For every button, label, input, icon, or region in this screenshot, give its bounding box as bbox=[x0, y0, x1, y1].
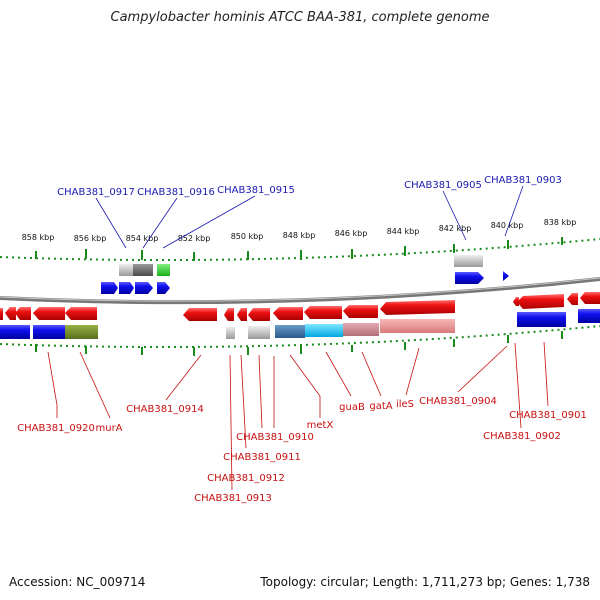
gene-block bbox=[305, 324, 343, 337]
gene-block bbox=[454, 255, 483, 267]
gene-label: CHAB381_0901 bbox=[509, 410, 587, 421]
kbp-tick-label: 858 kbp bbox=[22, 233, 55, 242]
gene-label: CHAB381_0915 bbox=[217, 185, 295, 196]
gene-arrow bbox=[135, 282, 153, 294]
gene-label: guaB bbox=[339, 402, 365, 413]
gene-arrow bbox=[273, 307, 303, 320]
gc-baseline-bottom bbox=[0, 325, 600, 349]
gene-label: CHAB381_0917 bbox=[57, 187, 135, 198]
forward-strand-genes bbox=[101, 255, 509, 294]
gene-label: CHAB381_0904 bbox=[419, 396, 497, 407]
gene-arrow bbox=[101, 282, 118, 294]
top-gene-labels: CHAB381_0917 CHAB381_0916 CHAB381_0915 C… bbox=[57, 175, 562, 198]
gene-label: CHAB381_0920 bbox=[17, 423, 95, 434]
gene-block bbox=[133, 264, 153, 276]
gene-label: CHAB381_0912 bbox=[207, 473, 285, 484]
kbp-tick-label: 850 kbp bbox=[231, 232, 264, 241]
gene-block bbox=[248, 326, 270, 339]
kbp-tick-label: 840 kbp bbox=[491, 221, 524, 230]
kbp-tick-label: 856 kbp bbox=[74, 234, 107, 243]
gene-arrow bbox=[455, 272, 484, 284]
kbp-tick-label: 854 kbp bbox=[126, 234, 159, 243]
gene-block bbox=[517, 312, 566, 327]
gene-arrow bbox=[248, 308, 270, 321]
map-title: Campylobacter hominis ATCC BAA-381, comp… bbox=[110, 10, 490, 25]
gene-label: CHAB381_0905 bbox=[404, 180, 482, 191]
gene-block bbox=[33, 325, 65, 339]
kbp-tick-label: 848 kbp bbox=[283, 231, 316, 240]
gene-label: CHAB381_0910 bbox=[236, 432, 314, 443]
gene-arrow bbox=[119, 282, 134, 294]
gene-arrow bbox=[157, 282, 170, 294]
gene-block bbox=[578, 309, 600, 323]
top-callout-lines bbox=[95, 185, 524, 249]
gene-block bbox=[380, 319, 455, 333]
gene-label: CHAB381_0902 bbox=[483, 431, 561, 442]
kbp-tick-label: 842 kbp bbox=[439, 224, 472, 233]
reverse-strand-genes bbox=[0, 292, 600, 339]
gene-block bbox=[65, 325, 98, 339]
gene-arrow bbox=[304, 306, 342, 319]
accession-text: Accession: NC_009714 bbox=[9, 575, 146, 589]
gene-label: metX bbox=[307, 420, 334, 431]
kbp-tick-labels: 858 kbp 856 kbp 854 kbp 852 kbp 850 kbp … bbox=[22, 218, 577, 243]
gc-ticks bbox=[35, 237, 563, 356]
gene-arrow bbox=[380, 300, 455, 315]
gene-label: CHAB381_0914 bbox=[126, 404, 204, 415]
gene-label: ileS bbox=[396, 399, 414, 410]
gene-block bbox=[157, 264, 170, 276]
gene-arrow bbox=[503, 271, 509, 281]
gene-arrow bbox=[5, 307, 16, 320]
gene-block bbox=[343, 323, 379, 336]
gene-label: CHAB381_0911 bbox=[223, 452, 301, 463]
gene-arrow bbox=[0, 308, 3, 320]
genome-backbone bbox=[0, 277, 600, 305]
bottom-callout-lines bbox=[47, 341, 549, 491]
gene-block bbox=[226, 327, 235, 339]
kbp-tick-label: 846 kbp bbox=[335, 229, 368, 238]
gene-label: CHAB381_0916 bbox=[137, 187, 215, 198]
kbp-tick-label: 838 kbp bbox=[544, 218, 577, 227]
gene-label: CHAB381_0913 bbox=[194, 493, 272, 504]
gene-arrow bbox=[517, 294, 564, 309]
gene-arrow bbox=[224, 308, 234, 321]
kbp-tick-label: 844 kbp bbox=[387, 227, 420, 236]
topology-text: Topology: circular; Length: 1,711,273 bp… bbox=[260, 575, 590, 589]
gene-arrow bbox=[567, 293, 578, 305]
gene-arrow bbox=[183, 308, 217, 321]
gene-block bbox=[119, 264, 133, 276]
gene-arrow bbox=[343, 305, 378, 318]
gene-label: CHAB381_0903 bbox=[484, 175, 562, 186]
gene-arrow bbox=[513, 297, 519, 306]
gene-arrow bbox=[33, 307, 65, 320]
gene-label: gatA bbox=[369, 401, 392, 412]
gene-label: murA bbox=[95, 423, 122, 434]
gene-arrow bbox=[65, 307, 97, 320]
kbp-tick-label: 852 kbp bbox=[178, 234, 211, 243]
gene-block bbox=[0, 325, 30, 339]
gene-arrow bbox=[15, 307, 31, 320]
gene-block bbox=[275, 325, 305, 338]
gene-arrow bbox=[237, 308, 247, 321]
gene-arrow bbox=[580, 292, 600, 304]
bottom-gene-labels: CHAB381_0920 murA CHAB381_0914 CHAB381_0… bbox=[17, 396, 587, 504]
